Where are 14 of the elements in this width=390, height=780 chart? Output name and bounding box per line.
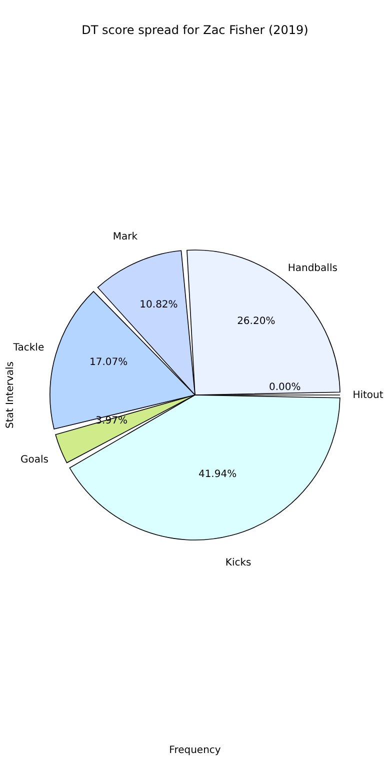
slice-label: Tackle — [12, 342, 44, 354]
slice-label: Goals — [20, 454, 48, 466]
slice-label: Mark — [112, 232, 138, 243]
category-label: Hitout — [352, 390, 384, 401]
data-label: 10.82% — [140, 300, 178, 311]
slice-label: Kicks — [225, 557, 252, 568]
text: 0.00% — [269, 382, 301, 393]
slice-label: Handballs — [288, 263, 338, 274]
text: Stat Intervals — [5, 361, 16, 429]
data-label: 41.94% — [198, 469, 237, 480]
text: Frequency — [169, 745, 221, 756]
data-label: 26.20% — [237, 316, 276, 328]
data-label: 17.07% — [90, 357, 128, 368]
chart-title: DT score spread for Zac Fisher (2019) — [82, 23, 308, 37]
